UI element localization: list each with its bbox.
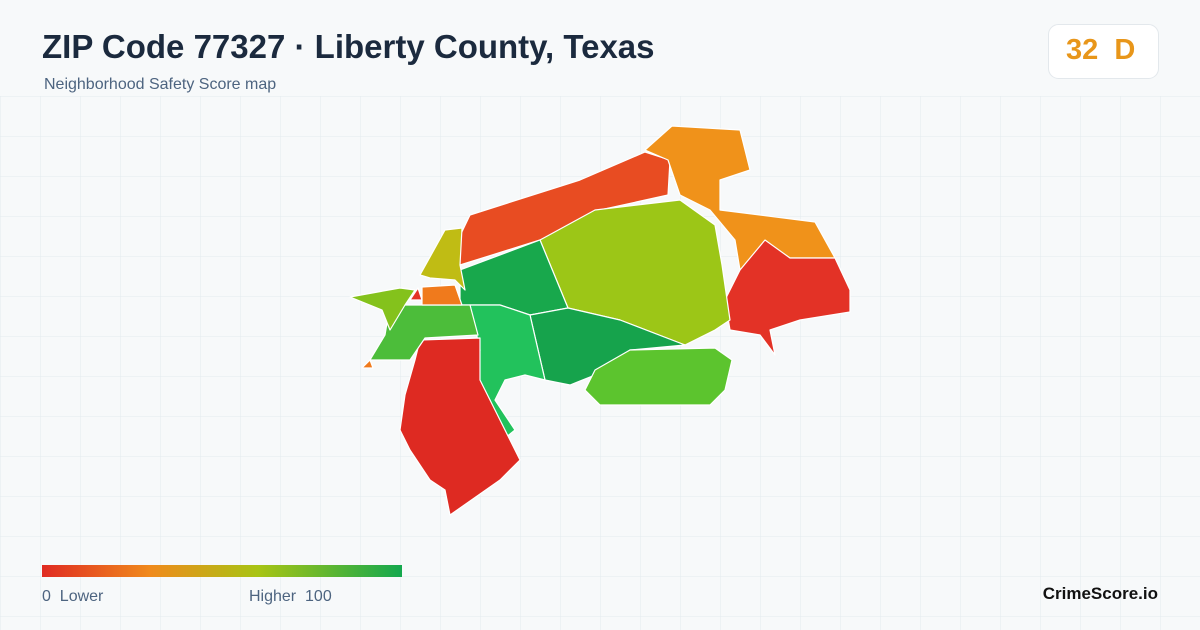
region [421,284,463,306]
region [399,337,521,516]
region [457,151,671,266]
legend-min-label: Lower [59,588,104,605]
region [584,347,733,406]
legend-gradient [42,565,402,577]
legend-low: 0 Lower [42,588,103,606]
region [419,227,466,291]
regions [349,125,851,516]
score-box [1048,24,1159,79]
region [361,359,374,369]
brand: CrimeScore.io [1042,584,1158,603]
score-value: 32 [1066,34,1099,66]
subtitle: Neighborhood Safety Score map [44,76,277,93]
legend-max: 100 [305,588,332,605]
legend-min: 0 [42,588,51,605]
region [349,287,416,331]
region [409,287,423,301]
legend-max-label: Higher [249,588,297,605]
title: ZIP Code 77327 · Liberty County, Texas [42,28,655,65]
region [724,239,851,356]
grade: D [1114,34,1136,66]
legend-high: Higher 100 [249,588,332,606]
score: 32 D [1066,34,1135,67]
